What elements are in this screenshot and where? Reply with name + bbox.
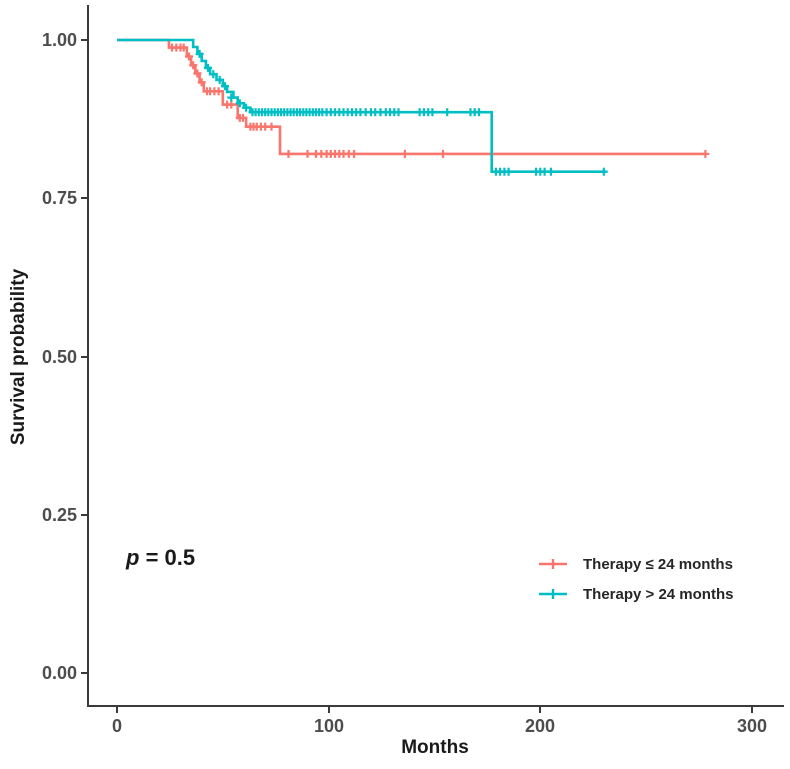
km-curves (117, 38, 710, 176)
legend-item-therapy-gt-24: Therapy > 24 months (537, 579, 733, 609)
x-tick-label-300: 300 (737, 716, 767, 736)
y-axis-ticks (81, 39, 88, 674)
x-tick-label-200: 200 (525, 716, 555, 736)
y-tick-label-000: 0.00 (42, 663, 77, 683)
plot-legend: Therapy ≤ 24 months Therapy > 24 months (537, 549, 733, 609)
y-tick-label-050: 0.50 (42, 347, 77, 367)
y-tick-label-100: 1.00 (42, 30, 77, 50)
km-curve-0 (117, 38, 706, 156)
y-axis-title: Survival probability (8, 268, 29, 445)
censor-marks-0 (168, 43, 710, 158)
p-value-text: = 0.5 (139, 545, 195, 570)
censor-marks-1 (195, 49, 608, 176)
x-tick-label-0: 0 (112, 716, 122, 736)
legend-key-line-icon (539, 589, 567, 599)
y-tick-label-075: 0.75 (42, 188, 77, 208)
x-tick-label-100: 100 (314, 716, 344, 736)
p-symbol: p (125, 545, 139, 570)
p-value-annotation: p = 0.5 (125, 545, 195, 570)
y-tick-label-025: 0.25 (42, 505, 77, 525)
legend-key-line-icon (539, 559, 567, 569)
legend-label: Therapy > 24 months (583, 585, 734, 603)
legend-item-therapy-le-24: Therapy ≤ 24 months (537, 549, 733, 579)
x-axis-ticks (116, 706, 753, 713)
legend-label: Therapy ≤ 24 months (583, 555, 733, 573)
x-axis-title: Months (401, 737, 469, 758)
